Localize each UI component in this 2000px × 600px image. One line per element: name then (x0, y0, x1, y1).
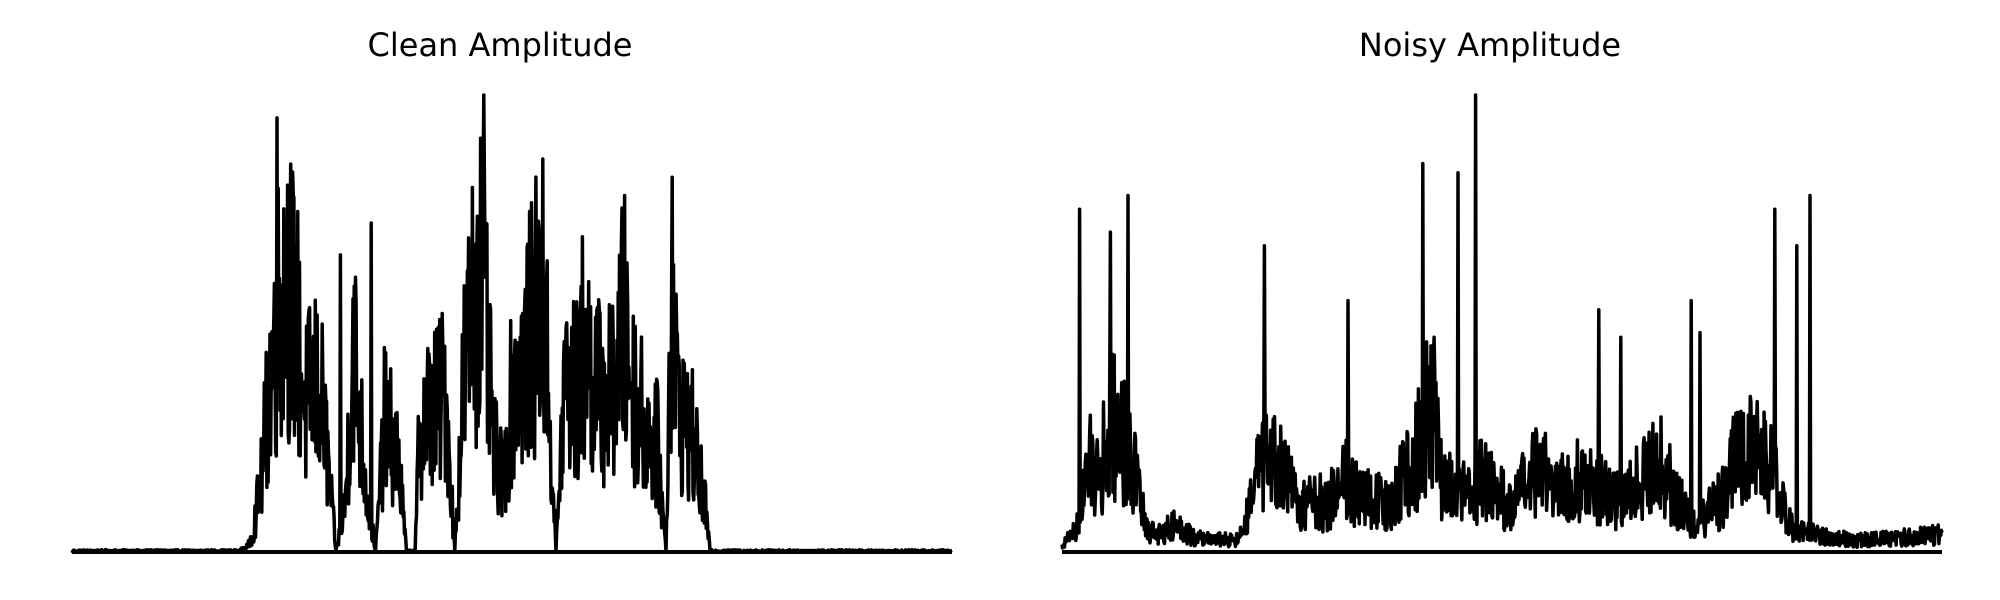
clean-amplitude-title: Clean Amplitude (367, 26, 633, 64)
amplitude-series-line (1060, 93, 1944, 550)
amplitude-series-line (70, 93, 954, 554)
clean-amplitude-panel: Clean Amplitude (20, 0, 980, 600)
clean-amplitude-plot (70, 93, 954, 554)
noisy-amplitude-title: Noisy Amplitude (1358, 26, 1622, 64)
noisy-amplitude-plot (1060, 93, 1944, 554)
noisy-amplitude-panel: Noisy Amplitude (1010, 0, 1970, 600)
